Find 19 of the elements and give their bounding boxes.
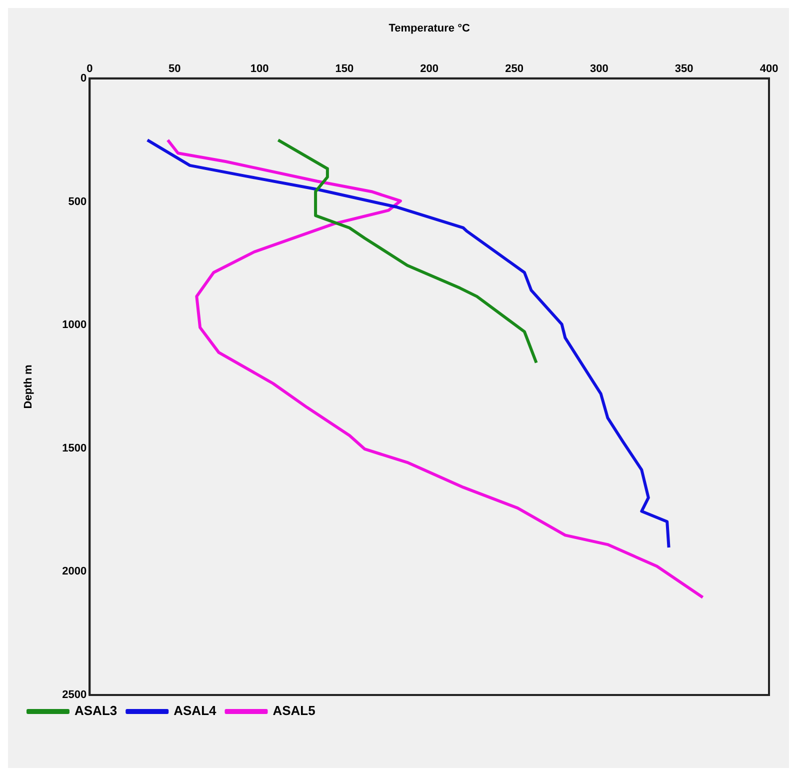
y-tick-label: 0 [80, 72, 87, 84]
x-tick-label: 50 [168, 62, 181, 75]
y-tick-label: 2500 [62, 689, 87, 702]
x-tick-label: 400 [760, 62, 778, 75]
x-tick-label: 300 [590, 62, 608, 75]
x-tick-label: 250 [505, 62, 524, 75]
x-tick-label: 350 [674, 62, 694, 75]
y-tick-label: 1000 [62, 319, 87, 332]
y-tick-label: 2000 [62, 566, 87, 578]
y-tick-label: 1500 [62, 442, 87, 454]
x-tick-label: 150 [335, 62, 354, 75]
x-axis-title: Temperature °C [388, 22, 470, 35]
x-tick-label: 100 [250, 62, 269, 75]
y-axis-title: Depth m [22, 364, 35, 409]
legend-label: ASAL5 [272, 703, 316, 718]
legend-label: ASAL4 [174, 703, 218, 718]
legend-label: ASAL3 [74, 703, 118, 718]
y-tick-label: 500 [68, 196, 87, 208]
x-tick-label: 200 [420, 62, 439, 75]
